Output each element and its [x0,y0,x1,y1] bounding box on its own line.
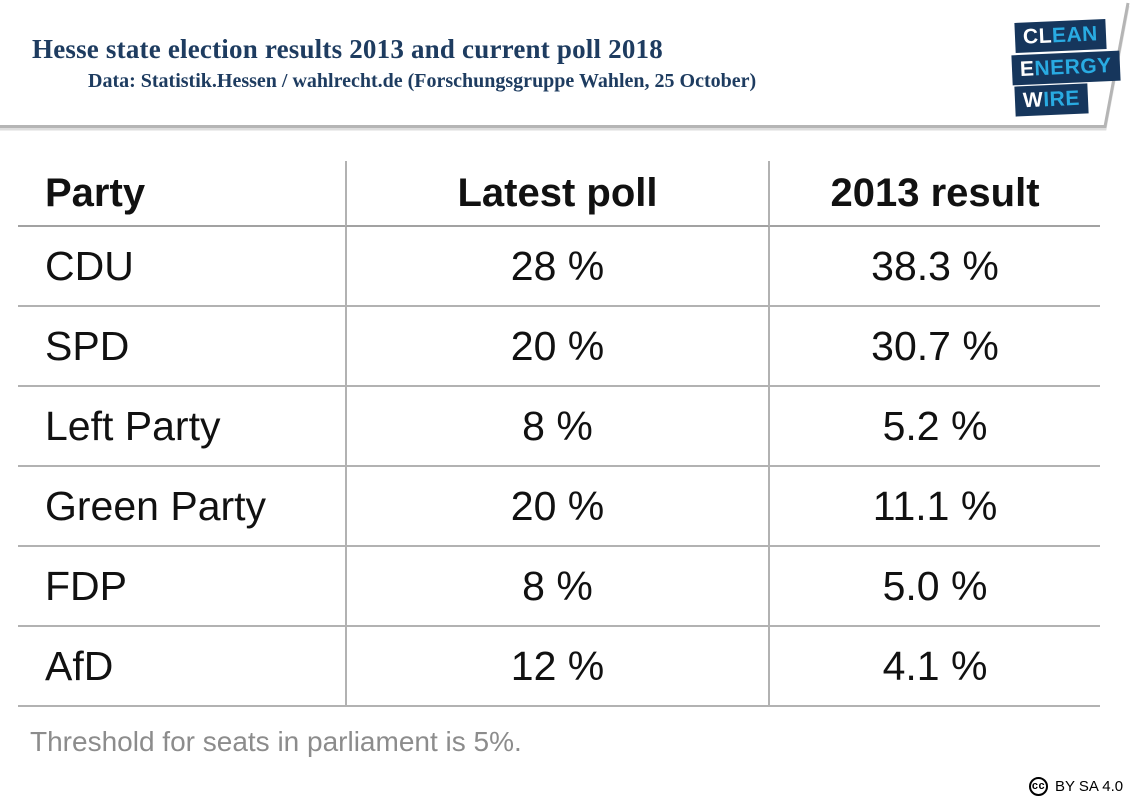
latest-poll-cell: 20 % [345,467,770,547]
logo-row-clean: CLEAN [1014,19,1107,53]
column-header-party: Party [18,161,345,227]
party-name-cell: AfD [18,627,345,707]
logo-wire-white: W [1022,88,1044,113]
logo-row-energy: ENERGY [1011,50,1121,86]
latest-poll-cell: 28 % [345,227,770,307]
cc-license: cc BY SA 4.0 [1029,777,1123,796]
result-2013-cell: 4.1 % [770,627,1100,707]
logo-wire-cyan: IRE [1042,86,1081,112]
logo-energy-cyan: NERGY [1034,54,1113,81]
page-subtitle: Data: Statistik.Hessen / wahlrecht.de (F… [88,70,757,92]
party-name-cell: SPD [18,307,345,387]
result-2013-cell: 5.2 % [770,387,1100,467]
cc-icon: cc [1029,777,1048,796]
logo-clean-cyan: EAN [1051,22,1099,48]
result-2013-cell: 11.1 % [770,467,1100,547]
license-label: BY SA 4.0 [1055,778,1124,795]
latest-poll-cell: 8 % [345,547,770,627]
column-header-2013-result: 2013 result [770,161,1100,227]
column-header-latest-poll: Latest poll [345,161,770,227]
logo-energy-white: E [1019,57,1036,81]
party-name-cell: Green Party [18,467,345,547]
page-title: Hesse state election results 2013 and cu… [32,34,663,64]
logo-clean-white: CL [1022,24,1053,49]
party-name-cell: FDP [18,547,345,627]
party-name-cell: CDU [18,227,345,307]
party-name-cell: Left Party [18,387,345,467]
result-2013-cell: 5.0 % [770,547,1100,627]
result-2013-cell: 30.7 % [770,307,1100,387]
latest-poll-cell: 20 % [345,307,770,387]
logo-row-wire: WIRE [1014,83,1089,117]
latest-poll-cell: 12 % [345,627,770,707]
latest-poll-cell: 8 % [345,387,770,467]
result-2013-cell: 38.3 % [770,227,1100,307]
threshold-note: Threshold for seats in parliament is 5%. [30,726,522,757]
results-table: Party Latest poll 2013 result CDU 28 % 3… [18,161,1100,707]
